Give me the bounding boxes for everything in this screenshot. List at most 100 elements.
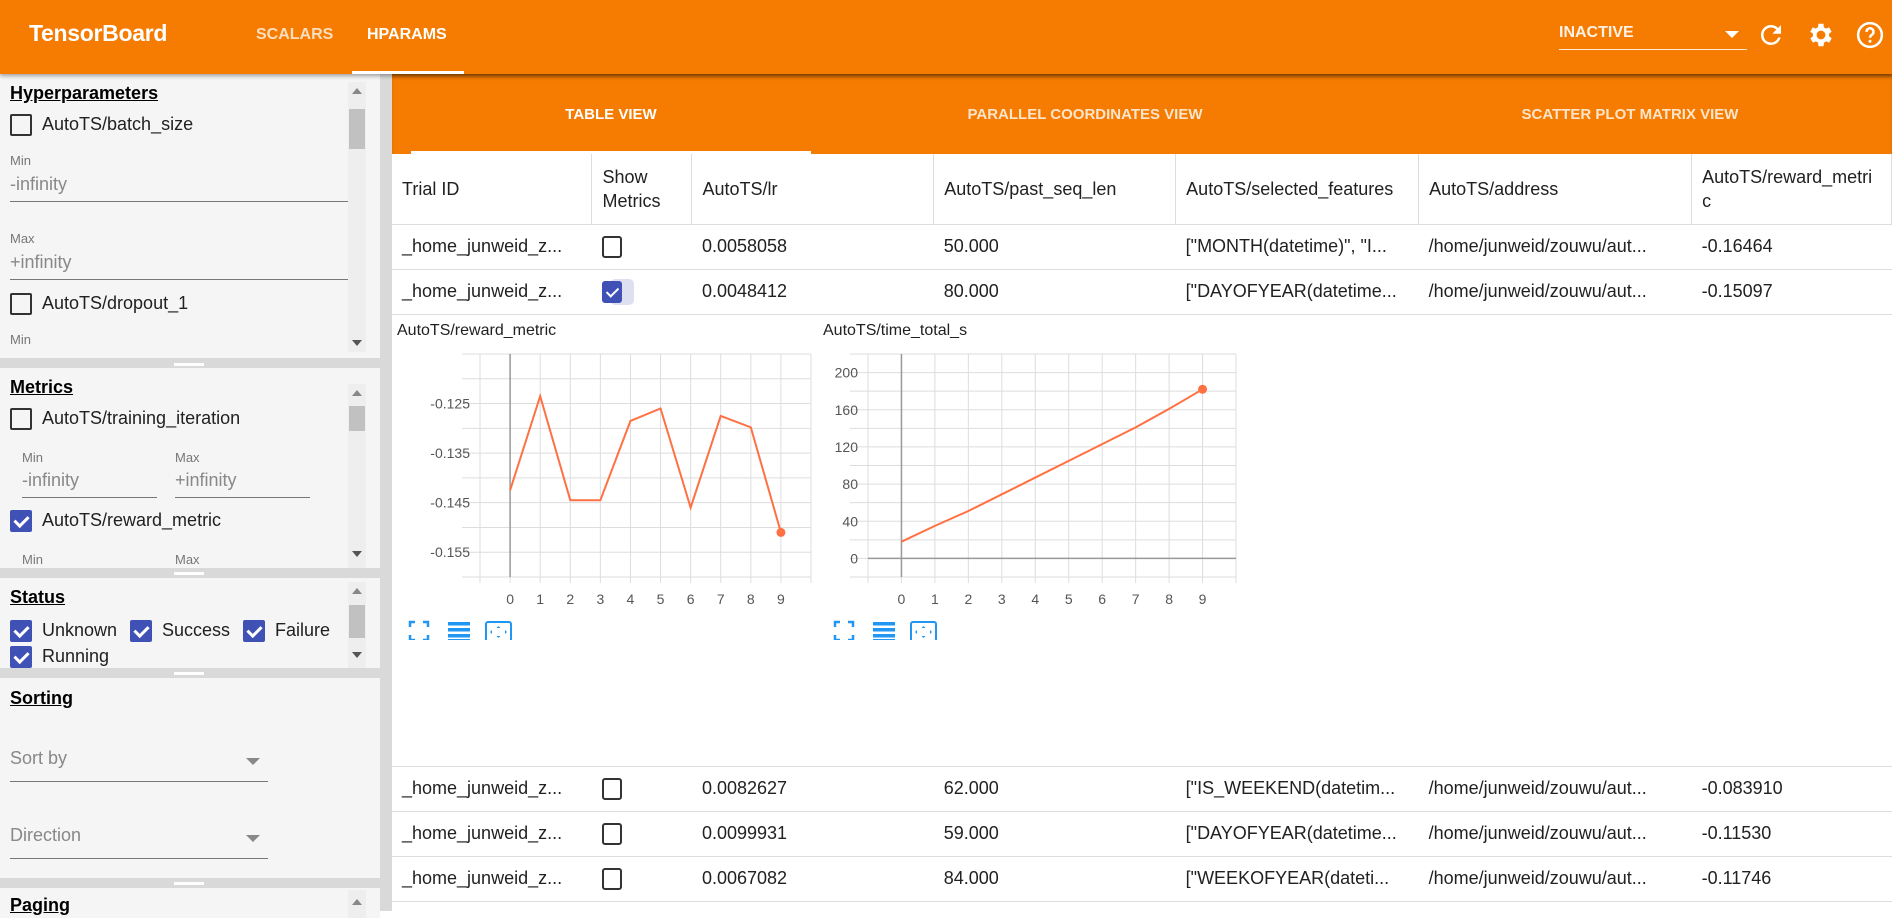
cell-reward-metric: -0.11746 [1691,856,1892,902]
column-header-trial-id[interactable]: Trial ID [392,154,593,225]
checkbox-dropout-1[interactable] [10,293,32,315]
checkbox-success[interactable] [130,620,152,642]
min-label: Min [10,153,31,168]
column-header-lr[interactable]: AutoTS/lr [691,154,935,225]
time-total-chart: 0 40 80 120 160 200 0 1 2 3 4 5 6 7 8 9 [833,353,1237,640]
y-tick-label: 80 [842,476,858,492]
x-tick-label: 4 [627,591,635,607]
data-table-icon[interactable] [448,622,470,640]
x-tick-label: 6 [1098,591,1106,607]
column-header-selected-features[interactable]: AutoTS/selected_features [1175,154,1420,225]
min-label: Min [22,552,43,567]
cell-past-seq-len: 62.000 [933,766,1176,812]
scroll-down-icon[interactable] [352,551,362,557]
cell-trial-id: _home_junweid_z... [392,856,592,902]
resize-handle[interactable] [174,572,204,575]
tab-parallel-coordinates-view[interactable]: PARALLEL COORDINATES VIEW [967,106,1203,123]
scroll-thumb[interactable] [349,109,365,149]
scrollbar[interactable] [348,384,366,568]
resize-handle[interactable] [174,882,204,885]
nav-tab-hparams[interactable]: HPARAMS [367,26,447,43]
fullscreen-icon[interactable] [833,620,855,640]
scrollbar[interactable] [348,82,366,352]
show-metrics-checkbox[interactable] [601,822,622,845]
min-input[interactable]: -infinity [10,174,348,202]
sort-by-select[interactable]: Sort by [10,748,268,782]
x-tick-label: 7 [1132,591,1140,607]
run-select-dropdown[interactable]: INACTIVE [1559,20,1747,50]
cell-show-metrics [591,224,692,270]
checkbox-unknown[interactable] [10,620,32,642]
tab-scatter-plot-matrix-view[interactable]: SCATTER PLOT MATRIX VIEW [1521,106,1739,123]
hyperparameters-panel: Hyperparameters AutoTS/batch_size Min -i… [0,74,380,358]
help-icon[interactable] [1855,20,1885,50]
fit-domain-icon[interactable] [485,621,512,640]
show-metrics-checkbox[interactable] [601,777,622,800]
scroll-thumb[interactable] [349,406,365,431]
scroll-up-icon[interactable] [352,899,362,905]
caret-down-icon [246,758,260,765]
scrollbar[interactable] [348,582,366,668]
scroll-up-icon[interactable] [352,390,362,396]
checkbox-label: AutoTS/dropout_1 [42,293,189,313]
cell-past-seq-len: 59.000 [933,811,1176,857]
y-tick-label: -0.145 [430,495,470,511]
x-tick-label: 2 [964,591,972,607]
show-metrics-checkbox[interactable] [601,280,622,303]
panel-title: Status [10,587,66,607]
y-tick-label: -0.135 [430,445,470,461]
show-metrics-checkbox[interactable] [601,235,622,258]
y-tick-label: 120 [835,439,859,455]
resize-handle[interactable] [174,672,204,675]
checkbox-label: Success [162,620,231,640]
max-input[interactable]: +infinity [175,470,310,498]
scroll-up-icon[interactable] [352,88,362,94]
scroll-down-icon[interactable] [352,652,362,658]
column-header-show-metrics[interactable]: Show Metrics [591,154,693,225]
panel-title: Hyperparameters [10,83,159,103]
x-tick-label: 1 [931,591,939,607]
cell-lr: 0.0082627 [691,766,934,812]
chart-title: AutoTS/reward_metric [397,322,557,339]
x-tick-label: 4 [1031,591,1039,607]
x-tick-label: 3 [596,591,604,607]
column-header-reward-metric[interactable]: AutoTS/reward_metric [1691,154,1892,225]
checkbox-reward-metric[interactable] [10,510,32,532]
scroll-up-icon[interactable] [352,588,362,594]
fit-domain-icon[interactable] [910,621,937,640]
x-tick-label: 9 [1199,591,1207,607]
scroll-thumb[interactable] [349,605,365,638]
checkbox-label: AutoTS/batch_size [42,114,194,134]
max-input[interactable]: +infinity [10,252,348,280]
column-header-address[interactable]: AutoTS/address [1418,154,1693,225]
scroll-down-icon[interactable] [352,340,362,346]
cell-selected-features: ["IS_WEEKEND(datetim... [1175,766,1419,812]
cell-lr: 0.0067082 [691,856,934,902]
column-header-past-seq-len[interactable]: AutoTS/past_seq_len [933,154,1177,225]
checkbox-label: Failure [275,620,331,640]
cell-show-metrics [591,269,692,315]
cell-address: /home/junweid/zouwu/aut... [1418,856,1692,902]
paging-panel: Paging [0,888,380,918]
direction-select[interactable]: Direction [10,825,268,859]
scrollbar[interactable] [348,890,366,918]
refresh-icon[interactable] [1756,20,1786,50]
series-line [509,392,782,533]
data-table-icon[interactable] [873,622,895,640]
nav-tab-scalars[interactable]: SCALARS [256,26,334,43]
panel-title: Sorting [10,688,73,708]
checkbox-batch-size[interactable] [10,114,32,136]
last-point-marker [1198,384,1208,394]
min-input[interactable]: -infinity [22,470,157,498]
y-tick-label: 0 [850,550,858,566]
checkbox-training-iteration[interactable] [10,408,32,430]
fullscreen-icon[interactable] [408,620,430,640]
checkbox-failure[interactable] [243,620,265,642]
settings-icon[interactable] [1806,20,1836,50]
table-row: _home_junweid_z... 0.0099931 59.000 ["DAYOF… [392,811,1892,857]
show-metrics-checkbox[interactable] [601,867,622,890]
tab-table-view[interactable]: TABLE VIEW [565,106,657,123]
resize-handle[interactable] [174,363,204,366]
checkbox-running[interactable] [10,646,32,668]
caret-down-icon [246,835,260,842]
